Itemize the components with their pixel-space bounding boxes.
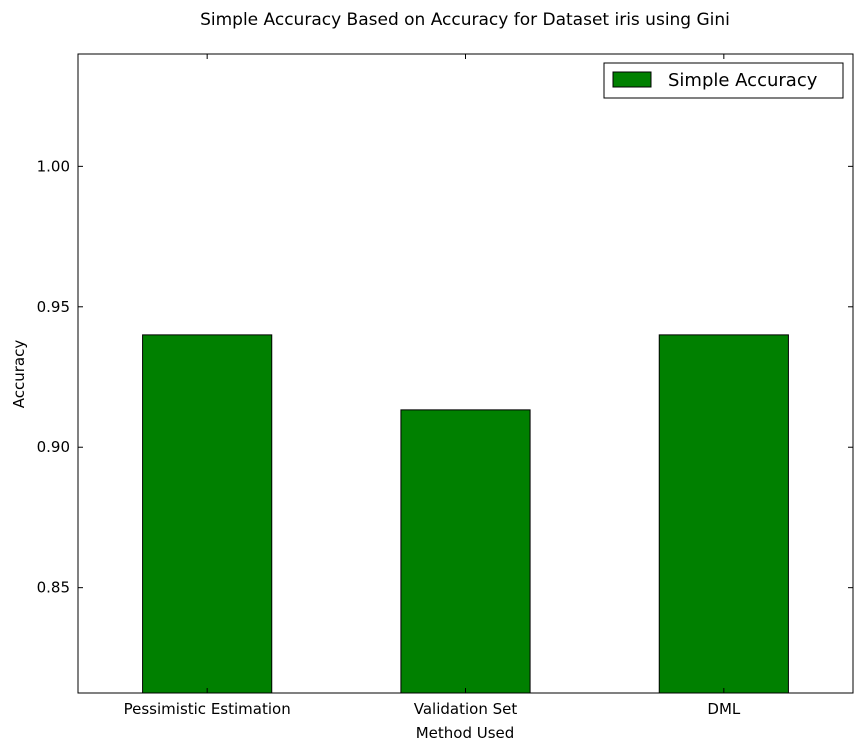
legend: Simple Accuracy: [603, 62, 844, 99]
bar-validation-set: [400, 409, 531, 694]
x-tick-label: Validation Set: [414, 700, 518, 718]
plot-frame: [77, 53, 854, 694]
y-tick-label: 0.85: [37, 579, 70, 597]
bars-group: [142, 334, 789, 694]
x-axis-label: Method Used: [416, 724, 515, 742]
legend-swatch: [612, 71, 652, 88]
bar-pessimistic-estimation: [142, 334, 273, 694]
legend-label: Simple Accuracy: [668, 70, 818, 91]
chart-title: Simple Accuracy Based on Accuracy for Da…: [200, 10, 730, 30]
bar-dml: [658, 334, 789, 694]
y-tick-label: 0.95: [37, 298, 70, 316]
y-tick-label: 0.90: [37, 438, 70, 456]
x-tick-label: DML: [707, 700, 740, 718]
ticks-group: Pessimistic Estimation Validation Set DML 0…: [37, 54, 853, 718]
x-tick-label: Pessimistic Estimation: [124, 700, 291, 718]
y-tick-label: 1.00: [37, 157, 70, 175]
y-axis-label: Accuracy: [10, 340, 28, 409]
